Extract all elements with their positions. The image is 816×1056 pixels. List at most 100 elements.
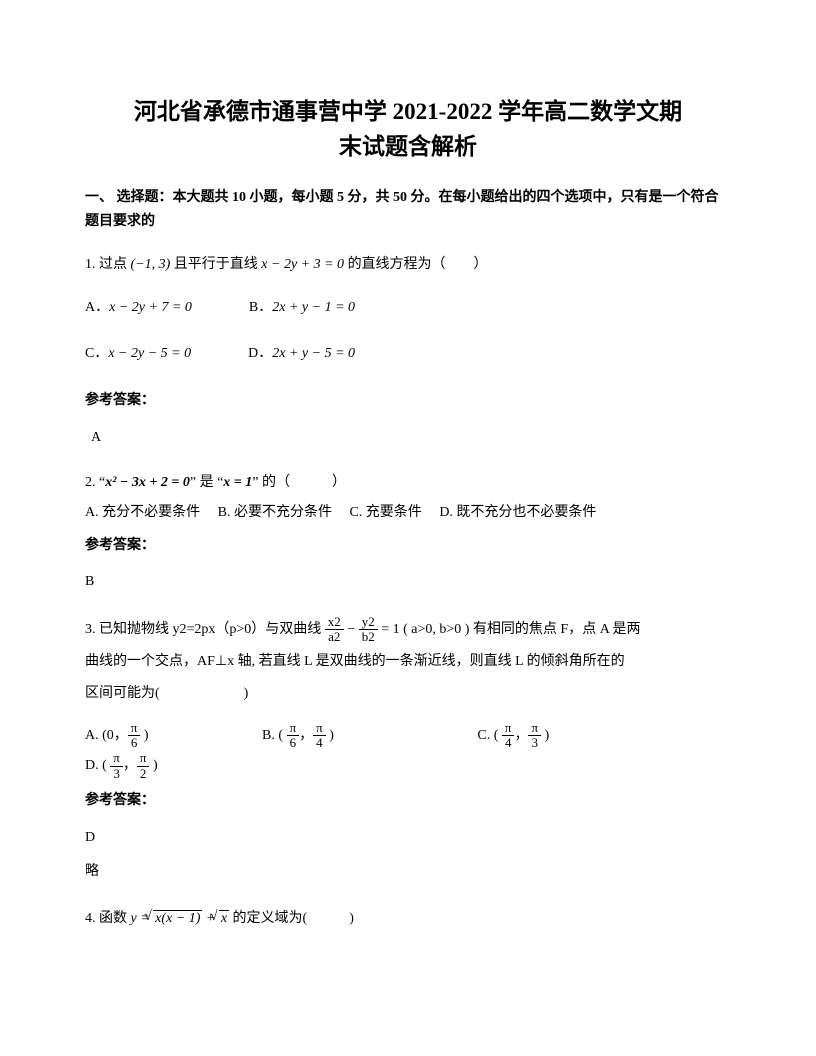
q3-optD-f2n: π bbox=[137, 751, 150, 766]
q3-optB-f1d: 6 bbox=[287, 736, 300, 750]
q3-optD-open: ( bbox=[102, 758, 110, 773]
q1-optC-eq: x − 2y − 5 = 0 bbox=[108, 346, 191, 361]
q3-optD-label: D. bbox=[85, 758, 102, 773]
q3-optA-den: 6 bbox=[128, 736, 141, 750]
question-2: 2. “x² − 3x + 2 = 0” 是 “x = 1” 的（ ） bbox=[85, 470, 731, 497]
q1-options-row-2: C．x − 2y − 5 = 0 D．2x + y − 5 = 0 bbox=[85, 337, 731, 371]
q3-answer: D bbox=[85, 825, 731, 852]
q3-optC-label: C. bbox=[477, 728, 493, 743]
q3-optB-close: ) bbox=[326, 728, 334, 743]
q1-answer: A bbox=[85, 425, 731, 452]
q4-rad2-inner: x bbox=[219, 910, 229, 926]
q2-option-d: D. 既不充分也不必要条件 bbox=[439, 505, 596, 520]
q1-option-d: D．2x + y − 5 = 0 bbox=[248, 337, 355, 371]
q3-prefix: 3. 已知抛物线 y2=2px（p>0）与双曲线 bbox=[85, 622, 325, 637]
q3-hyp-num2: y2 bbox=[359, 615, 378, 630]
q2-cond2: x = 1 bbox=[223, 475, 252, 490]
q1-mid: 且平行于直线 bbox=[174, 257, 262, 272]
q3-line3: 区间可能为( ) bbox=[85, 686, 248, 701]
q2-mid2: ” 的（ ） bbox=[252, 475, 346, 490]
q1-option-c: C．x − 2y − 5 = 0 bbox=[85, 337, 191, 371]
q1-suffix: 的直线方程为（ ） bbox=[348, 257, 488, 272]
q1-options-row-1: A．x − 2y + 7 = 0 B．2x + y − 1 = 0 bbox=[85, 291, 731, 325]
q3-optB-f2: π4 bbox=[313, 721, 326, 751]
q3-optA-open: (0， bbox=[102, 728, 128, 743]
q3-optC-f1d: 4 bbox=[502, 736, 515, 750]
q4-rad1-inner: x(x − 1) bbox=[153, 910, 202, 926]
question-1: 1. 过点 (−1, 3) 且平行于直线 x − 2y + 3 = 0 的直线方… bbox=[85, 248, 731, 282]
q3-optC-f1: π4 bbox=[502, 721, 515, 751]
q3-optA-label: A. bbox=[85, 728, 102, 743]
q1-optB-eq: 2x + y − 1 = 0 bbox=[272, 300, 355, 315]
q2-option-a: A. 充分不必要条件 bbox=[85, 505, 200, 520]
q3-optC-f2d: 3 bbox=[528, 736, 541, 750]
q3-optB-label: B. bbox=[262, 728, 278, 743]
q3-optA-close: ) bbox=[140, 728, 148, 743]
q3-optA-frac: π6 bbox=[128, 721, 141, 751]
q3-optC-comma: ， bbox=[514, 728, 528, 743]
q1-point: (−1, 3) bbox=[131, 257, 171, 272]
q3-optB-comma: ， bbox=[299, 728, 313, 743]
q3-answer-label: 参考答案： bbox=[85, 788, 731, 815]
q3-line2: 曲线的一个交点，AF⊥x 轴, 若直线 L 是双曲线的一条渐近线，则直线 L 的… bbox=[85, 654, 625, 669]
q2-options: A. 充分不必要条件 B. 必要不充分条件 C. 充要条件 D. 既不充分也不必… bbox=[85, 500, 731, 527]
q1-optD-label: D． bbox=[248, 346, 272, 361]
q3-mid1: 有相同的焦点 F，点 A 是两 bbox=[473, 622, 641, 637]
q3-optC-f1n: π bbox=[502, 721, 515, 736]
title-line-2: 末试题含解析 bbox=[85, 130, 731, 165]
q1-optA-eq: x − 2y + 7 = 0 bbox=[109, 300, 192, 315]
q3-optD-f2d: 2 bbox=[137, 767, 150, 781]
q1-prefix: 1. 过点 bbox=[85, 257, 127, 272]
section-header: 一、 选择题：本大题共 10 小题，每小题 5 分，共 50 分。在每小题给出的… bbox=[85, 186, 731, 234]
q3-option-a: A. (0，π6 ) bbox=[85, 721, 149, 752]
q3-optC-open: ( bbox=[494, 728, 502, 743]
q3-optB-open: ( bbox=[278, 728, 286, 743]
q2-option-b: B. 必要不充分条件 bbox=[218, 505, 332, 520]
q3-optB-f2n: π bbox=[313, 721, 326, 736]
q3-hyp-num1: x2 bbox=[325, 615, 344, 630]
q3-options: A. (0，π6 ) B. ( π6，π4 ) C. ( π4，π3 ) D. … bbox=[85, 721, 731, 783]
question-3: 3. 已知抛物线 y2=2px（p>0）与双曲线 x2 a2 − y2 b2 =… bbox=[85, 614, 731, 711]
q1-optC-label: C． bbox=[85, 346, 108, 361]
q1-line-eq: x − 2y + 3 = 0 bbox=[261, 257, 344, 272]
radical-icon: √ bbox=[210, 902, 218, 933]
q3-optC-f2: π3 bbox=[528, 721, 541, 751]
title-line-1: 河北省承德市通事营中学 2021-2022 学年高二数学文期 bbox=[85, 95, 731, 130]
q2-answer-label: 参考答案： bbox=[85, 533, 731, 560]
q3-optD-f1d: 3 bbox=[110, 767, 123, 781]
q1-option-a: A．x − 2y + 7 = 0 bbox=[85, 291, 192, 325]
q3-hyp-tail: = 1 ( a>0, b>0 ) bbox=[381, 622, 469, 637]
q2-prefix: 2. “ bbox=[85, 475, 105, 490]
q3-optD-close: ) bbox=[149, 758, 157, 773]
q3-note: 略 bbox=[85, 859, 731, 886]
q1-option-b: B．2x + y − 1 = 0 bbox=[249, 291, 355, 325]
question-4: 4. 函数 y = x(x − 1)√ + x√ 的定义域为( ) bbox=[85, 904, 731, 935]
q3-option-b: B. ( π6，π4 ) bbox=[262, 721, 334, 752]
q2-cond1: x² − 3x + 2 = 0 bbox=[105, 475, 190, 490]
q3-optC-f2n: π bbox=[528, 721, 541, 736]
q3-hyp-den1: a2 bbox=[325, 630, 344, 644]
q1-optA-label: A． bbox=[85, 300, 109, 315]
q3-hyp-den2: b2 bbox=[359, 630, 378, 644]
q3-option-d: D. ( π3，π2 ) bbox=[85, 751, 158, 782]
q3-optD-comma: ， bbox=[123, 758, 137, 773]
q3-optD-f2: π2 bbox=[137, 751, 150, 781]
q3-option-c: C. ( π4，π3 ) bbox=[477, 721, 549, 752]
q3-hyp-minus: − bbox=[347, 622, 358, 637]
q1-optB-label: B． bbox=[249, 300, 272, 315]
q4-prefix: 4. 函数 bbox=[85, 911, 131, 926]
q4-fn: y = x(x − 1)√ + x√ bbox=[131, 911, 233, 926]
q3-optB-f1n: π bbox=[287, 721, 300, 736]
q3-optD-f1: π3 bbox=[110, 751, 123, 781]
radical-icon: √ bbox=[144, 902, 152, 933]
q2-answer: B bbox=[85, 569, 731, 596]
q1-answer-label: 参考答案： bbox=[85, 388, 731, 415]
q2-mid1: ” 是 “ bbox=[190, 475, 223, 490]
q3-optB-f1: π6 bbox=[287, 721, 300, 751]
q3-optC-close: ) bbox=[541, 728, 549, 743]
q2-option-c: C. 充要条件 bbox=[349, 505, 421, 520]
q3-hyp-frac2: y2 b2 bbox=[359, 615, 378, 645]
q3-optB-f2d: 4 bbox=[313, 736, 326, 750]
q3-hyp-frac1: x2 a2 bbox=[325, 615, 344, 645]
q4-suffix: 的定义域为( ) bbox=[233, 911, 354, 926]
